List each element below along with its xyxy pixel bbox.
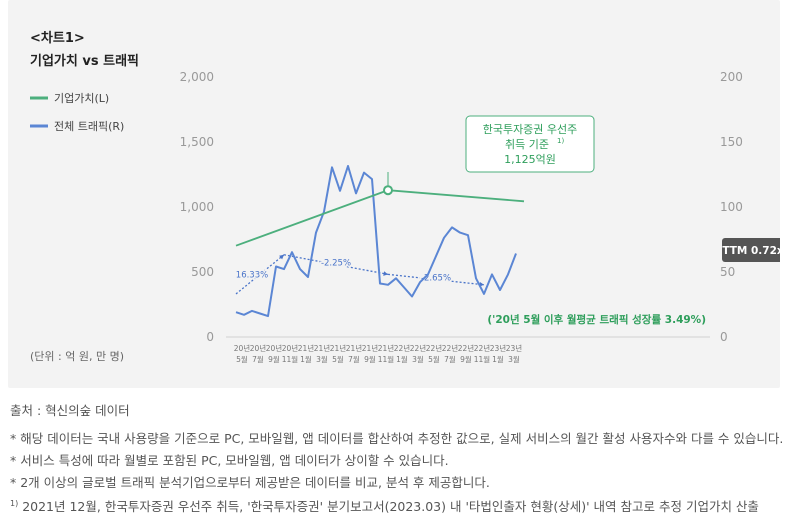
traffic-series-line	[235, 165, 517, 318]
trend-arrow-line	[387, 273, 485, 286]
left-tick-500: 500	[191, 265, 214, 279]
x-tick-month: 9월	[268, 354, 280, 364]
x-tick-month: 5월	[332, 354, 344, 364]
x-tick-month: 7월	[444, 354, 456, 364]
chart-card: <차트1> 기업가치 vs 트래픽 기업가치(L) 전체 트래픽(R) (단위 …	[8, 0, 780, 388]
x-tick-year: 23년	[506, 343, 523, 353]
x-tick-month: 5월	[236, 354, 248, 364]
x-tick-year: 20년	[250, 343, 267, 353]
trend-label: -2.25%	[321, 259, 351, 269]
trend-label: 16.33%	[236, 270, 268, 280]
footnote-3: * 2개 이상의 글로벌 트래픽 분석기업으로부터 제공받은 데이터를 비교, …	[10, 475, 490, 490]
x-tick-year: 22년	[394, 343, 411, 353]
callout-line2: 취득 기준	[505, 138, 549, 151]
x-tick-year: 22년	[410, 343, 427, 353]
x-tick-year: 20년	[234, 343, 251, 353]
x-tick-year: 21년	[298, 343, 315, 353]
trend-annotation-group: 16.33% -2.25% -2.65%	[234, 254, 485, 295]
x-tick-year: 22년	[442, 343, 459, 353]
right-tick-100: 100	[720, 200, 743, 214]
growth-note: ('20년 5월 이후 월평균 트래픽 성장률 3.49%)	[487, 313, 706, 326]
x-tick-month: 11월	[282, 354, 299, 364]
x-tick-year: 20년	[266, 343, 283, 353]
x-tick-month: 1월	[396, 354, 408, 364]
x-tick-year: 21년	[346, 343, 363, 353]
footnote-2: * 서비스 특성에 따라 월별로 포함된 PC, 모바일웹, 앱 데이터가 상이…	[10, 453, 449, 468]
x-tick-month: 11월	[474, 354, 491, 364]
x-tick-year: 20년	[282, 343, 299, 353]
x-tick-month: 3월	[316, 354, 328, 364]
x-tick-year: 22년	[458, 343, 475, 353]
callout-sup: 1)	[557, 137, 564, 145]
x-tick-month: 9월	[364, 354, 376, 364]
legend-label-traffic: 전체 트래픽(R)	[54, 120, 124, 133]
right-tick-0: 0	[720, 330, 728, 344]
callout-line1: 한국투자증권 우선주	[483, 123, 578, 136]
trend-label: -2.65%	[421, 274, 451, 284]
x-tick-year: 23년	[490, 343, 507, 353]
left-tick-1000: 1,000	[180, 200, 214, 214]
legend-label-value: 기업가치(L)	[54, 92, 109, 105]
x-tick-month: 7월	[348, 354, 360, 364]
x-tick-year: 21년	[330, 343, 347, 353]
x-tick-month: 7월	[252, 354, 264, 364]
left-tick-0: 0	[206, 330, 214, 344]
left-tick-1500: 1,500	[180, 135, 214, 149]
left-tick-2000: 2,000	[180, 70, 214, 84]
x-tick-month: 9월	[460, 354, 472, 364]
callout-marker	[383, 185, 393, 196]
footnote-ref-text: 2021년 12월, 한국투자증권 우선주 취득, '한국투자증권' 분기보고서…	[18, 499, 759, 514]
x-tick-month: 5월	[428, 354, 440, 364]
callout-box	[465, 115, 595, 173]
chart: <차트1> 기업가치 vs 트래픽 기업가치(L) 전체 트래픽(R) (단위 …	[30, 30, 780, 364]
x-tick-month: 11월	[378, 354, 395, 364]
x-tick-year: 21년	[314, 343, 331, 353]
source-text: 출처 : 혁신의숲 데이터	[10, 403, 130, 418]
x-tick-year: 21년	[378, 343, 395, 353]
trend-arrow-head	[279, 254, 284, 260]
footnote-ref: 1) 2021년 12월, 한국투자증권 우선주 취득, '한국투자증권' 분기…	[10, 496, 759, 515]
chart-title: 기업가치 vs 트래픽	[30, 53, 139, 69]
right-tick-50: 50	[720, 265, 735, 279]
footnote-1: * 해당 데이터는 국내 사용량을 기준으로 PC, 모바일웹, 앱 데이터를 …	[10, 431, 784, 446]
x-tick-month: 3월	[508, 354, 520, 364]
x-tick-month: 3월	[412, 354, 424, 364]
x-tick-month: 1월	[300, 354, 312, 364]
callout-line3: 1,125억원	[504, 153, 556, 166]
chart-title-tag: <차트1>	[30, 30, 85, 46]
right-tick-150: 150	[720, 135, 743, 149]
ttm-badge-label: TTM 0.72x	[722, 245, 780, 257]
x-tick-month: 1월	[492, 354, 504, 364]
unit-label: (단위 : 억 원, 만 명)	[30, 350, 124, 363]
x-tick-group: 20년5월20년7월20년9월20년11월21년1월21년3월21년5월21년7…	[234, 343, 523, 364]
x-tick-year: 21년	[362, 343, 379, 353]
trend-arrow-head	[383, 271, 388, 276]
x-tick-year: 22년	[474, 343, 491, 353]
value-series-line	[235, 189, 525, 247]
right-tick-200: 200	[720, 70, 743, 84]
ttm-badge	[722, 238, 780, 262]
x-tick-year: 22년	[426, 343, 443, 353]
footnote-mark: 1)	[10, 498, 19, 508]
trend-arrow-line	[283, 254, 389, 275]
